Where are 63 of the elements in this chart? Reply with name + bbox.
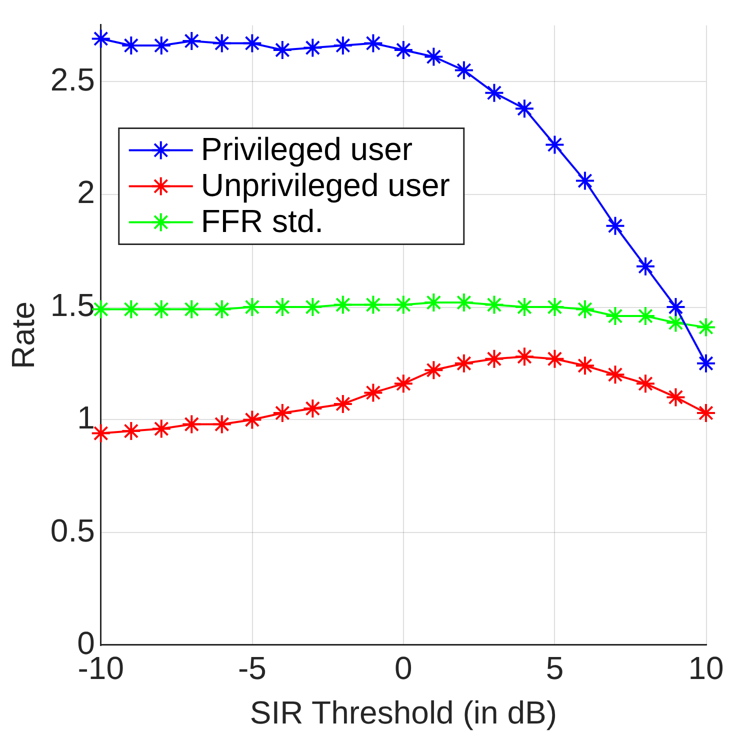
- point: [544, 348, 565, 369]
- point: [574, 170, 595, 191]
- point: [212, 33, 232, 54]
- point: [121, 299, 142, 320]
- point: [484, 294, 504, 315]
- point: [151, 418, 172, 439]
- point: [182, 299, 202, 320]
- y-tick-label: 2.5: [50, 61, 95, 98]
- y-tick-label: 1: [77, 400, 95, 436]
- point: [212, 299, 232, 320]
- legend-label: Unprivileged user: [200, 167, 450, 204]
- point: [696, 402, 716, 423]
- point: [605, 216, 626, 236]
- x-tick-label: 0: [394, 650, 412, 686]
- point: [393, 374, 414, 394]
- x-axis-title: SIR Threshold (in dB): [250, 694, 557, 731]
- y-axis-title: Rate: [5, 301, 42, 369]
- point: [182, 414, 202, 434]
- point: [242, 410, 262, 430]
- point: [212, 414, 232, 434]
- point: [182, 30, 202, 51]
- point: [696, 317, 716, 338]
- point: [514, 346, 534, 367]
- point: [574, 299, 595, 320]
- point: [363, 294, 384, 315]
- point: [484, 82, 504, 103]
- point: [484, 348, 504, 369]
- point: [151, 299, 172, 320]
- point: [393, 40, 414, 60]
- legend-label: FFR std.: [200, 203, 324, 240]
- point: [302, 398, 323, 418]
- y-tick-label: 0.5: [50, 512, 95, 548]
- point: [424, 46, 444, 67]
- point: [544, 134, 565, 155]
- point: [332, 294, 353, 315]
- point: [454, 353, 474, 374]
- y-tick-label: 1.5: [50, 286, 95, 323]
- point: [696, 353, 716, 374]
- point: [242, 33, 262, 54]
- point: [605, 364, 626, 385]
- point: [90, 28, 111, 49]
- point: [272, 40, 292, 60]
- point: [514, 98, 534, 119]
- point: [574, 356, 595, 376]
- y-tick-label: 2: [77, 174, 95, 210]
- point: [363, 382, 384, 403]
- point: [666, 297, 686, 318]
- x-tick-label: 10: [688, 650, 724, 686]
- x-tick-label: -5: [238, 650, 266, 686]
- point: [424, 360, 444, 380]
- point: [635, 256, 656, 276]
- point: [332, 394, 353, 414]
- point: [302, 38, 323, 58]
- point: [393, 294, 414, 315]
- point: [635, 374, 656, 394]
- x-tick-label: 5: [546, 650, 564, 686]
- point: [332, 35, 353, 56]
- point: [363, 33, 384, 54]
- point: [454, 60, 474, 80]
- point: [121, 421, 142, 442]
- point: [272, 402, 292, 423]
- legend-label: Privileged user: [200, 131, 413, 168]
- point: [666, 387, 686, 408]
